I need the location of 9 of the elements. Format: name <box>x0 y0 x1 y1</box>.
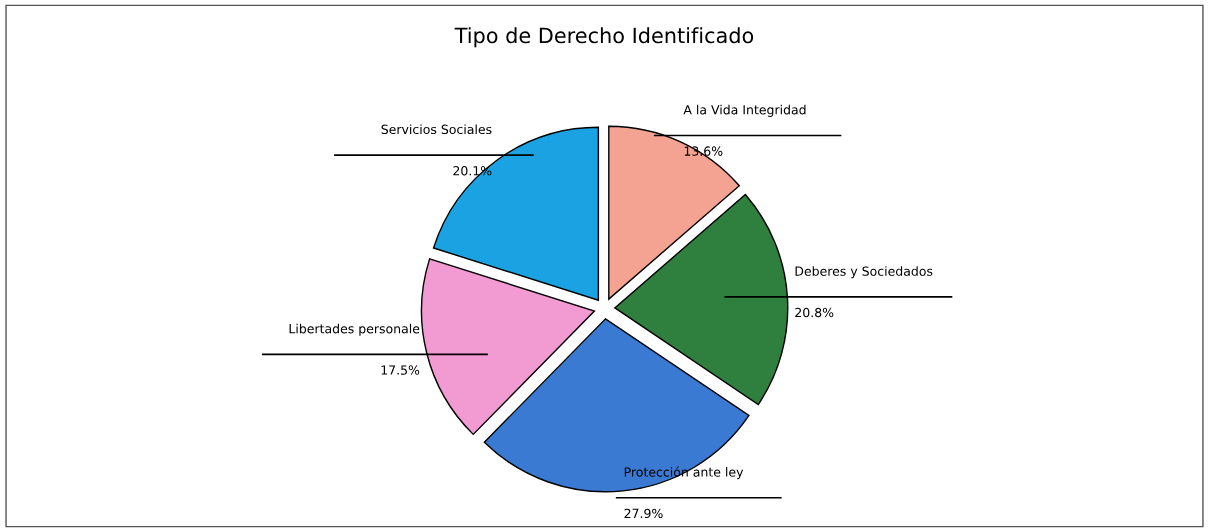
data-label: 17.5% <box>381 365 420 375</box>
slice-label: Libertades personale <box>289 323 420 336</box>
data-label: 27.9% <box>624 508 663 519</box>
slice-label: Servicios Sociales <box>381 124 492 135</box>
chart-title: Tipo de Derecho Identificado <box>454 27 754 48</box>
data-label: 20.8% <box>795 307 834 318</box>
slice-label: A la Vida Integridad <box>683 104 806 117</box>
slice-label: Protección ante ley <box>624 466 744 480</box>
slice-label: Deberes y Sociedados <box>795 266 933 279</box>
